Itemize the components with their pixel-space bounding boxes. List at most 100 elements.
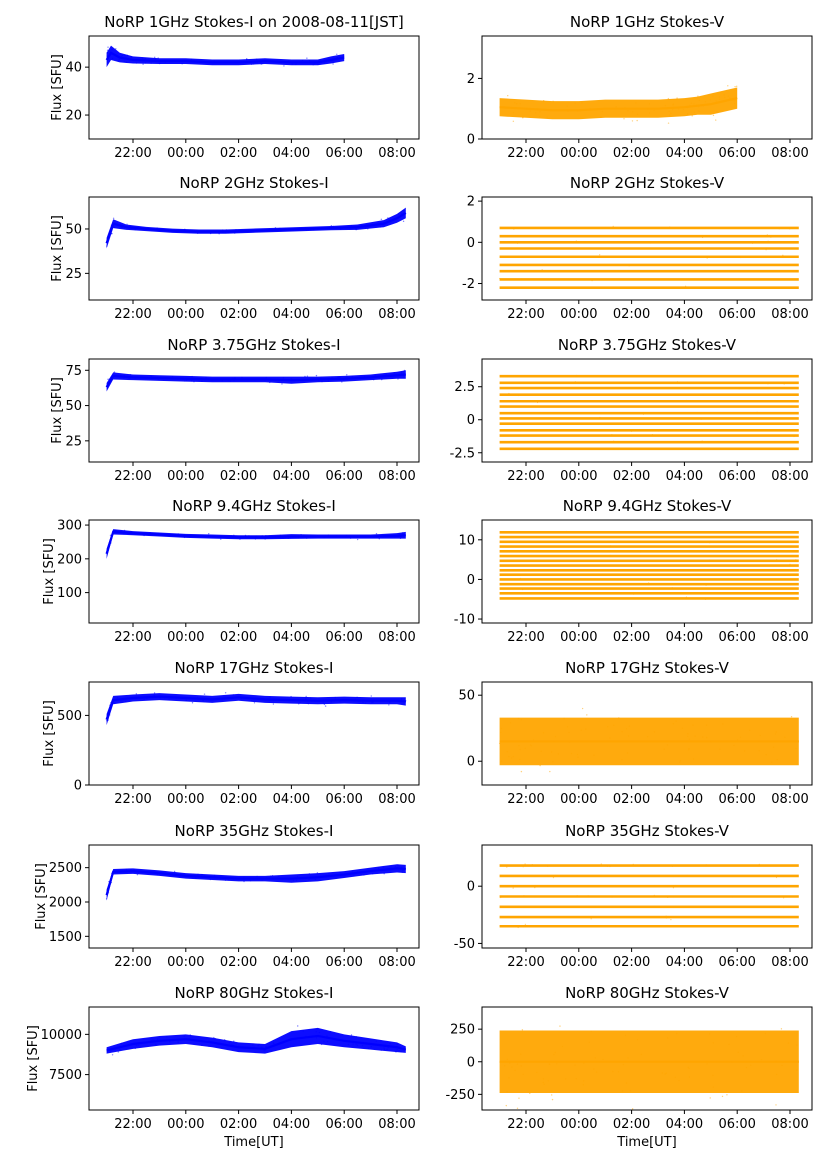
y-axis-label: Flux [SFU] — [42, 538, 57, 605]
axes-frame — [88, 844, 420, 949]
scatter-point — [231, 1044, 233, 1046]
scatter-point — [379, 1044, 382, 1047]
scatter-point — [691, 115, 693, 117]
scatter-point — [361, 871, 363, 874]
y-tick-label: 10000 — [41, 1028, 82, 1043]
scatter-point — [775, 876, 778, 879]
scatter-point — [318, 59, 320, 62]
scatter-point — [263, 1050, 265, 1052]
scatter-point — [400, 867, 402, 869]
axes-frame — [88, 196, 420, 301]
scatter-point — [710, 741, 712, 743]
scatter-point — [329, 1031, 332, 1033]
scatter-point — [582, 1084, 585, 1086]
scatter-point — [209, 878, 212, 881]
scatter-point — [196, 696, 199, 698]
scatter-point — [203, 693, 206, 695]
scatter-point — [751, 242, 754, 244]
scatter-point — [731, 99, 733, 101]
scatter-point — [747, 574, 749, 576]
y-tick-label: 10 — [458, 533, 475, 548]
scatter-point — [173, 870, 176, 873]
scatter-point — [308, 873, 311, 875]
scatter-point — [111, 1054, 114, 1056]
scatter-point — [669, 226, 671, 228]
scatter-point — [600, 116, 602, 118]
scatter-point — [351, 375, 354, 378]
scatter-point — [297, 535, 300, 537]
scatter-point — [500, 760, 503, 762]
scatter-point — [614, 925, 616, 927]
scatter-point — [153, 60, 155, 62]
scatter-point — [599, 254, 601, 256]
scatter-point — [261, 62, 264, 65]
scatter-point — [518, 1097, 520, 1099]
scatter-point — [671, 587, 673, 589]
scatter-point — [154, 56, 156, 59]
chart-title: NoRP 80GHz Stokes-V — [565, 984, 730, 1002]
scatter-point — [686, 106, 689, 109]
y-tick-label: 0 — [467, 1055, 475, 1070]
scatter-point — [253, 1046, 255, 1048]
scatter-point — [524, 863, 526, 865]
scatter-point — [658, 430, 660, 432]
scatter-point — [687, 1066, 689, 1069]
scatter-point — [120, 1042, 123, 1045]
x-tick-label: 08:00 — [378, 630, 415, 645]
scatter-point — [401, 868, 404, 870]
scatter-point — [539, 110, 541, 113]
scatter-point — [512, 120, 515, 122]
scatter-point — [400, 698, 402, 701]
scatter-point — [117, 871, 119, 873]
scatter-point — [583, 382, 585, 384]
scatter-point — [177, 533, 179, 535]
scatter-point — [338, 376, 340, 378]
scatter-point — [682, 108, 685, 111]
scatter-point — [554, 735, 557, 738]
scatter-point — [214, 1038, 217, 1040]
subplot-3-stokes-i: 22:00 00:00 02:00 04:00 06:00 08:00 25 50 75 NoRP… — [50, 336, 420, 484]
scatter-point — [696, 235, 698, 237]
scatter-point — [733, 744, 735, 747]
scatter-point — [118, 58, 120, 61]
x-tick-label: 22:00 — [114, 307, 151, 322]
scatter-point — [359, 700, 362, 703]
x-tick-label: 08:00 — [378, 792, 415, 807]
scatter-point — [725, 895, 727, 897]
scatter-point — [648, 582, 650, 584]
scatter-point — [678, 875, 680, 877]
scatter-point — [261, 229, 264, 232]
scatter-point — [265, 877, 268, 879]
series-line — [499, 97, 738, 112]
plot-area — [89, 845, 419, 948]
x-tick-label: 22:00 — [507, 630, 544, 645]
scatter-point — [396, 866, 399, 868]
y-tick-label: 0 — [467, 236, 475, 251]
scatter-point — [552, 761, 554, 763]
scatter-point — [117, 60, 119, 62]
scatter-point — [520, 1053, 522, 1055]
scatter-point — [698, 99, 701, 102]
scatter-point — [380, 222, 382, 224]
scatter-point — [511, 278, 513, 280]
scatter-point — [108, 546, 110, 548]
scatter-point — [766, 247, 768, 249]
scatter-point — [272, 1042, 275, 1044]
scatter-point — [612, 225, 614, 227]
scatter-point — [134, 697, 136, 700]
scatter-point — [792, 564, 795, 566]
x-tick-label: 08:00 — [771, 792, 808, 807]
scatter-point — [539, 584, 541, 586]
scatter-point — [306, 375, 309, 377]
scatter-point — [110, 708, 112, 711]
scatter-point — [649, 242, 651, 244]
series-band — [106, 864, 406, 901]
scatter-point — [109, 704, 111, 706]
scatter-point — [762, 382, 764, 384]
scatter-point — [353, 536, 355, 539]
scatter-point — [316, 872, 319, 874]
scatter-point — [268, 699, 270, 701]
scatter-point — [108, 382, 110, 384]
scatter-point — [696, 104, 698, 106]
scatter-point — [402, 220, 405, 223]
